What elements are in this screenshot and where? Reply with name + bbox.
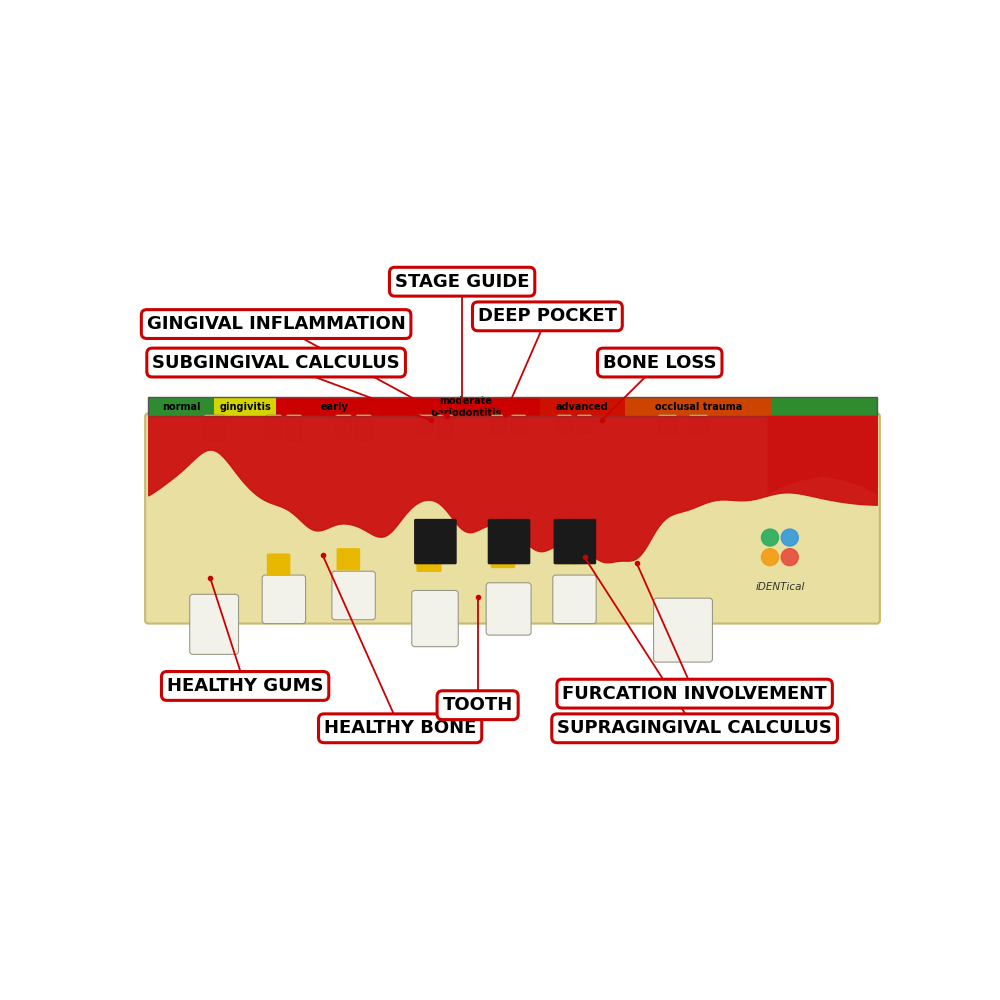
FancyBboxPatch shape xyxy=(356,415,371,441)
FancyBboxPatch shape xyxy=(557,415,572,433)
FancyBboxPatch shape xyxy=(332,571,375,620)
FancyBboxPatch shape xyxy=(488,519,510,564)
Bar xyxy=(772,397,877,416)
FancyBboxPatch shape xyxy=(491,415,506,433)
FancyBboxPatch shape xyxy=(553,575,596,624)
FancyBboxPatch shape xyxy=(266,415,282,437)
Text: TOOTH: TOOTH xyxy=(442,696,513,714)
Bar xyxy=(276,397,392,416)
Text: iDENTical: iDENTical xyxy=(755,582,805,592)
FancyBboxPatch shape xyxy=(508,519,530,564)
FancyBboxPatch shape xyxy=(689,415,708,433)
FancyBboxPatch shape xyxy=(554,519,576,564)
FancyBboxPatch shape xyxy=(491,546,515,568)
Text: GINGIVAL INFLAMMATION: GINGIVAL INFLAMMATION xyxy=(147,315,406,333)
Bar xyxy=(392,397,540,416)
Text: FURCATION INVOLVEMENT: FURCATION INVOLVEMENT xyxy=(562,685,827,703)
Ellipse shape xyxy=(781,549,798,566)
Text: STAGE GUIDE: STAGE GUIDE xyxy=(395,273,529,291)
FancyBboxPatch shape xyxy=(337,548,360,570)
FancyBboxPatch shape xyxy=(412,590,458,647)
FancyBboxPatch shape xyxy=(145,413,880,624)
FancyBboxPatch shape xyxy=(658,415,677,433)
Text: normal: normal xyxy=(162,402,200,412)
Polygon shape xyxy=(768,416,877,493)
Bar xyxy=(540,397,625,416)
Text: HEALTHY BONE: HEALTHY BONE xyxy=(324,719,476,737)
FancyBboxPatch shape xyxy=(654,598,712,662)
FancyBboxPatch shape xyxy=(434,519,457,564)
FancyBboxPatch shape xyxy=(204,415,224,441)
Text: moderate
periodontitis: moderate periodontitis xyxy=(430,396,502,418)
FancyBboxPatch shape xyxy=(437,415,453,437)
Ellipse shape xyxy=(761,549,779,566)
FancyBboxPatch shape xyxy=(336,415,351,437)
Text: DEEP POCKET: DEEP POCKET xyxy=(478,307,617,325)
FancyBboxPatch shape xyxy=(190,594,239,654)
FancyBboxPatch shape xyxy=(417,415,433,433)
FancyBboxPatch shape xyxy=(574,519,596,564)
FancyBboxPatch shape xyxy=(486,583,531,635)
Text: SUPRAGINGIVAL CALCULUS: SUPRAGINGIVAL CALCULUS xyxy=(557,719,832,737)
Bar xyxy=(214,397,276,416)
Text: gingivitis: gingivitis xyxy=(219,402,271,412)
Text: BONE LOSS: BONE LOSS xyxy=(603,354,717,372)
Ellipse shape xyxy=(761,529,779,546)
FancyBboxPatch shape xyxy=(262,575,306,624)
FancyBboxPatch shape xyxy=(414,519,437,564)
FancyBboxPatch shape xyxy=(577,415,592,433)
Ellipse shape xyxy=(781,529,798,546)
Bar xyxy=(625,397,772,416)
FancyBboxPatch shape xyxy=(557,542,581,564)
FancyBboxPatch shape xyxy=(267,554,290,576)
Bar xyxy=(148,397,214,416)
Text: occlusal trauma: occlusal trauma xyxy=(655,402,742,412)
FancyBboxPatch shape xyxy=(416,550,442,572)
Text: advanced: advanced xyxy=(556,402,609,412)
Text: HEALTHY GUMS: HEALTHY GUMS xyxy=(167,677,323,695)
FancyBboxPatch shape xyxy=(286,415,302,441)
Text: SUBGINGIVAL CALCULUS: SUBGINGIVAL CALCULUS xyxy=(152,354,400,372)
Text: early: early xyxy=(320,402,348,412)
FancyBboxPatch shape xyxy=(511,415,526,433)
Bar xyxy=(148,397,877,416)
